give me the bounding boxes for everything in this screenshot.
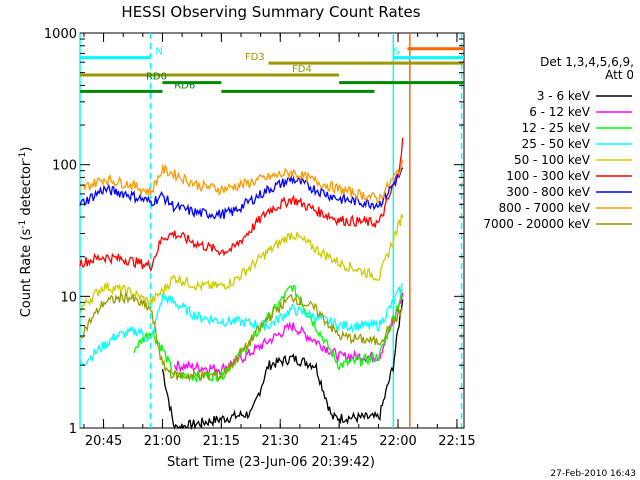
legend-entry-label: 300 - 800 keV	[506, 185, 590, 199]
x-tick-label: 22:00	[379, 434, 416, 449]
legend: Det 1,3,4,5,6,9,Att 0 3 - 6 keV 6 - 12 keV…	[483, 55, 634, 231]
state-bar-label: RD6	[174, 80, 195, 91]
legend-title-line: Att 0	[605, 68, 634, 82]
x-tick-label: 22:15	[438, 434, 475, 449]
state-bar-label: FD3	[245, 52, 265, 63]
legend-entry-label: 12 - 25 keV	[522, 121, 591, 135]
chart-title: HESSI Observing Summary Count Rates	[121, 3, 420, 21]
y-label-sup-2: -1	[18, 152, 28, 161]
x-axis-label: Start Time (23-Jun-06 20:39:42)	[167, 455, 375, 470]
series-line-1	[173, 292, 404, 376]
series-line-5	[79, 137, 404, 273]
series-line-8	[79, 291, 404, 383]
legend-entry-label: 50 - 100 keV	[514, 153, 591, 167]
state-bar-label: RD0	[146, 72, 167, 83]
legend-entry-label: 6 - 12 keV	[529, 105, 591, 119]
state-bar-label: N	[155, 47, 162, 58]
y-axis-label: Count Rate (s-1 detector-1)	[18, 147, 34, 318]
x-tick-label: 20:45	[85, 434, 122, 449]
y-label-part-2: detector	[19, 160, 34, 220]
series-line-2	[133, 284, 403, 384]
y-label-part-1: Count Rate (s	[19, 229, 34, 318]
y-tick-label: 10	[60, 290, 77, 305]
y-tick-label: 1000	[44, 27, 77, 42]
legend-entry-label: 7000 - 20000 keV	[483, 217, 590, 231]
y-tick-label: 1	[69, 422, 77, 437]
x-tick-label: 21:45	[320, 434, 357, 449]
y-label-part-3: )	[19, 147, 34, 152]
series-line-0	[161, 299, 404, 431]
state-bar-label: FD4	[292, 64, 312, 75]
legend-entry-label: 800 - 7000 keV	[499, 201, 591, 215]
plot-area: N S FD3 FD4 RD0 RD6	[79, 32, 465, 431]
y-tick-label: 100	[52, 159, 77, 174]
footer-date: 27-Feb-2010 16:43	[550, 469, 636, 479]
series-line-3	[79, 283, 404, 366]
x-axis: 20:45 21:00 21:15 21:30 21:45 22:00 22:15	[83, 33, 476, 449]
legend-entry-label: 100 - 300 keV	[506, 169, 590, 183]
legend-entry-label: 3 - 6 keV	[537, 89, 591, 103]
state-bar-label: S	[393, 47, 399, 58]
y-axis: 1 10 100 1000	[44, 27, 464, 437]
x-tick-label: 21:00	[144, 434, 181, 449]
legend-title-line: Det 1,3,4,5,6,9,	[540, 55, 634, 69]
series-line-6	[79, 167, 404, 220]
x-tick-label: 21:15	[203, 434, 240, 449]
series-line-7	[79, 159, 404, 204]
y-label-sup-1: -1	[18, 220, 28, 229]
series-line-4	[79, 213, 404, 313]
legend-entry-label: 25 - 50 keV	[522, 137, 591, 151]
x-tick-label: 21:30	[262, 434, 299, 449]
